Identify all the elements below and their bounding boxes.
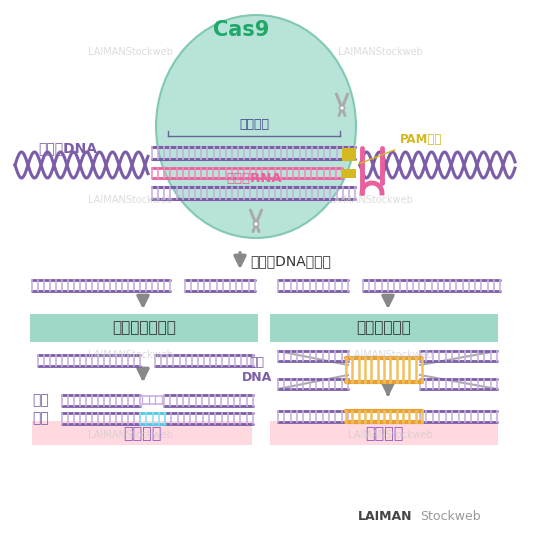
Text: LAIMANStockweb: LAIMANStockweb: [348, 350, 432, 360]
FancyBboxPatch shape: [32, 421, 252, 445]
Text: 機能獲得: 機能獲得: [365, 425, 403, 440]
Ellipse shape: [156, 15, 356, 238]
Text: 非相同末端結合: 非相同末端結合: [112, 320, 176, 335]
Text: 相同組み抛え: 相同組み抛え: [357, 320, 411, 335]
Text: LAIMANStockweb: LAIMANStockweb: [337, 47, 423, 57]
Text: LAIMANStockweb: LAIMANStockweb: [87, 430, 173, 440]
Text: LAIMANStockweb: LAIMANStockweb: [87, 47, 173, 57]
Text: 欠失: 欠失: [32, 393, 49, 407]
Text: LAIMANStockweb: LAIMANStockweb: [87, 195, 173, 205]
Text: ガイドRNA: ガイドRNA: [226, 172, 282, 184]
Text: ゲノムDNA: ゲノムDNA: [38, 141, 98, 155]
FancyBboxPatch shape: [30, 314, 258, 342]
Text: ゲノムDNAの切断: ゲノムDNAの切断: [250, 254, 331, 268]
Text: LAIMANStockweb: LAIMANStockweb: [87, 350, 173, 360]
Text: Stockweb: Stockweb: [420, 510, 481, 522]
Text: LAIMANStockweb: LAIMANStockweb: [328, 195, 413, 205]
Bar: [342, 169, 356, 178]
Text: PAM配列: PAM配列: [359, 133, 442, 164]
Text: 機能喪失: 機能喪失: [123, 425, 161, 440]
FancyBboxPatch shape: [270, 314, 498, 342]
Text: 挿入: 挿入: [32, 411, 49, 425]
Text: LAIMAN: LAIMAN: [358, 510, 413, 522]
Circle shape: [340, 106, 344, 110]
Text: 鬳型
DNA: 鬳型 DNA: [242, 356, 272, 384]
Text: LAIMANStockweb: LAIMANStockweb: [348, 430, 432, 440]
Bar: [342, 148, 356, 161]
Text: 標的配列: 標的配列: [239, 117, 269, 131]
Circle shape: [254, 222, 259, 227]
FancyBboxPatch shape: [270, 421, 498, 445]
Text: Cas9: Cas9: [213, 20, 269, 40]
